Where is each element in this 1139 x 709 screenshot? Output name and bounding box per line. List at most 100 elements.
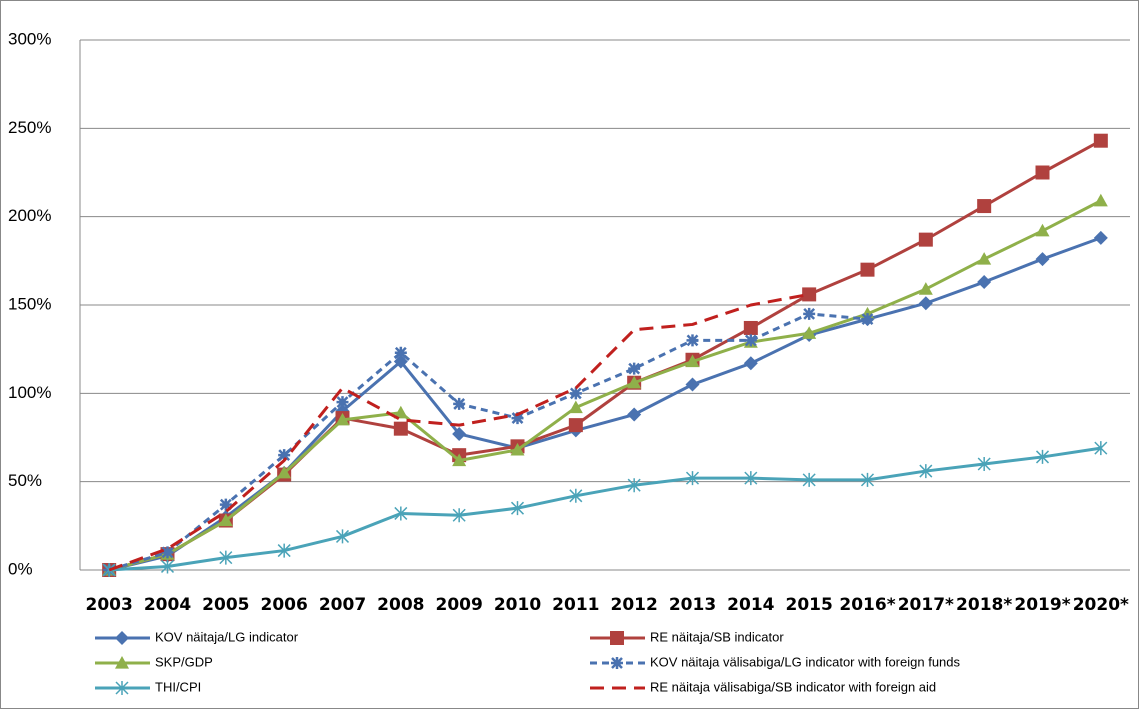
point	[802, 326, 817, 339]
point	[977, 199, 992, 214]
x-tick-label: 2010	[494, 595, 541, 615]
x-tick-label: 2004	[144, 595, 191, 615]
point	[393, 354, 408, 369]
point	[394, 346, 407, 359]
x-tick-label: 2020*	[1073, 595, 1129, 615]
point	[686, 334, 699, 347]
point	[219, 498, 232, 511]
point	[452, 426, 467, 441]
x-tick-label: 2015	[786, 595, 833, 615]
point	[627, 375, 642, 389]
point	[1035, 223, 1050, 237]
x-tick-label: 2006	[261, 595, 308, 615]
point	[628, 362, 641, 375]
point	[977, 457, 991, 471]
point	[568, 418, 583, 433]
legend-item: RE näitaja/SB indicator	[590, 629, 784, 645]
legend-marker	[610, 631, 624, 645]
point	[510, 442, 525, 456]
y-tick-label: 250%	[8, 118, 51, 137]
y-tick-label: 100%	[8, 383, 51, 402]
x-tick-label: 2014	[727, 595, 774, 615]
y-tick-label: 300%	[8, 29, 51, 48]
point	[568, 400, 583, 414]
point	[219, 550, 233, 565]
point	[1035, 252, 1050, 267]
point	[1094, 441, 1108, 456]
x-tick-label: 2017*	[898, 595, 954, 615]
x-tick-label: 2011	[552, 595, 599, 615]
x-tick-label: 2003	[86, 595, 133, 615]
point	[335, 412, 350, 426]
y-tick-label: 50%	[8, 471, 42, 490]
point	[1093, 193, 1108, 207]
x-tick-label: 2013	[669, 595, 716, 615]
point	[1093, 230, 1108, 245]
point	[278, 449, 291, 462]
point	[918, 232, 933, 247]
x-tick-label: 2016*	[839, 595, 895, 615]
point	[393, 421, 408, 436]
x-tick-label: 2018*	[956, 595, 1012, 615]
point	[977, 252, 992, 265]
x-tick-label: 2012	[611, 595, 658, 615]
point	[1035, 165, 1050, 180]
x-tick-label: 2008	[377, 595, 424, 615]
series-line	[108, 199, 1102, 572]
legend-marker	[115, 656, 129, 669]
point	[393, 405, 408, 419]
legend-label: KOV näitaja välisabiga/LG indicator with…	[650, 654, 961, 669]
point	[977, 275, 992, 290]
y-tick-label: 0%	[8, 559, 33, 578]
point	[743, 320, 758, 335]
point	[918, 282, 933, 295]
legend-label: RE näitaja välisabiga/SB indicator with …	[650, 679, 936, 694]
x-tick-label: 2007	[319, 595, 366, 615]
point	[685, 377, 700, 392]
series-line	[108, 292, 810, 572]
point	[394, 506, 408, 521]
legend-item: SKP/GDP	[95, 654, 213, 669]
legend-label: SKP/GDP	[155, 654, 213, 669]
point	[510, 501, 525, 516]
point	[744, 471, 758, 486]
legend-item: KOV näitaja välisabiga/LG indicator with…	[590, 654, 961, 669]
legend-label: RE näitaja/SB indicator	[650, 629, 784, 644]
point	[1093, 133, 1108, 148]
point	[453, 397, 466, 410]
legend-item: KOV näitaja/LG indicator	[95, 629, 299, 645]
point	[452, 508, 466, 523]
point	[860, 472, 875, 487]
point	[918, 296, 933, 311]
point	[511, 412, 524, 425]
point	[569, 387, 582, 400]
point	[744, 334, 757, 347]
point	[802, 287, 817, 302]
point	[335, 529, 350, 544]
x-tick-label: 2005	[202, 595, 249, 615]
point	[685, 471, 700, 486]
point	[277, 543, 291, 558]
point	[277, 465, 292, 479]
legend-item: THI/CPI	[95, 679, 201, 695]
point	[743, 356, 758, 371]
point	[627, 407, 642, 422]
x-tick-label: 2009	[436, 595, 483, 615]
series-line	[108, 312, 868, 572]
point	[569, 488, 583, 503]
point	[336, 396, 349, 409]
x-tick-label: 2019*	[1014, 595, 1070, 615]
point	[160, 559, 175, 574]
point	[218, 513, 233, 527]
point	[802, 472, 816, 487]
point	[685, 354, 700, 368]
legend-label: THI/CPI	[155, 679, 201, 694]
series-line	[109, 446, 1102, 572]
legend-label: KOV näitaja/LG indicator	[155, 629, 299, 644]
legend-marker	[611, 657, 623, 669]
point	[861, 313, 874, 326]
legend-marker	[115, 631, 129, 645]
y-tick-label: 150%	[8, 294, 51, 313]
